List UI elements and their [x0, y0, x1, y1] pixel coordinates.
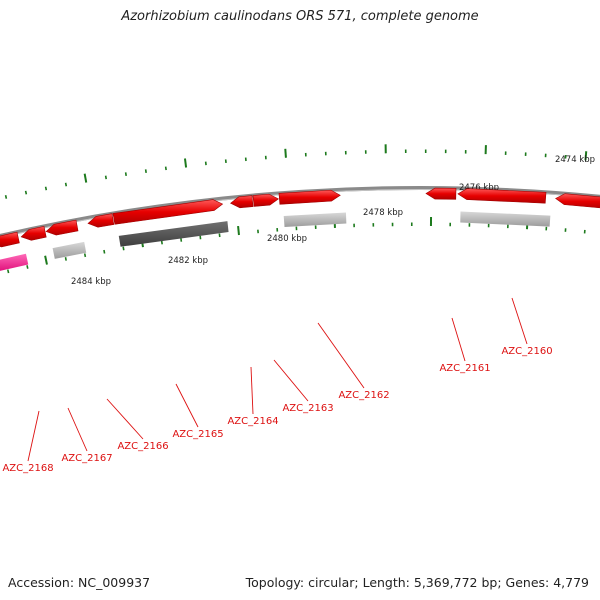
- genome-stats-text: Topology: circular; Length: 5,369,772 bp…: [245, 575, 589, 590]
- scale-label: 2474 kbp: [555, 155, 595, 165]
- scale-minor-tick: [64, 182, 68, 187]
- scale-label: 2482 kbp: [168, 256, 208, 266]
- homology-bar-light: [283, 212, 347, 228]
- homology-bar-dark: [118, 221, 229, 247]
- gene-AZC_2166-arrow[interactable]: [87, 213, 115, 228]
- gene-AZC_2165-label[interactable]: AZC_2165: [172, 429, 223, 440]
- gene-AZC_2160-arrow[interactable]: [457, 188, 547, 204]
- inner-scale-minor-tick: [122, 246, 125, 251]
- inner-scale-minor-tick: [64, 257, 67, 261]
- gene-AZC_2167-arrow[interactable]: [45, 219, 79, 236]
- inner-scale-minor-tick: [7, 269, 10, 274]
- gene-AZC_2168-label[interactable]: AZC_2168: [2, 463, 53, 474]
- gene-AZC_2167-leader-line: [67, 407, 88, 452]
- inner-scale-minor-tick: [103, 249, 106, 254]
- gene-AZC_2162-leader-line: [317, 322, 365, 389]
- scale-label: 2480 kbp: [267, 234, 307, 244]
- homology-bar-light: [52, 241, 87, 259]
- feature-bar-pink: [0, 253, 29, 271]
- gene-AZC_2168-leader-line: [27, 410, 40, 462]
- scale-major-tick: [284, 148, 287, 158]
- gene-AZC_2164-arrow[interactable]: [229, 195, 254, 209]
- scale-major-tick: [83, 173, 88, 183]
- scale-label: 2484 kbp: [71, 277, 111, 287]
- gene-AZC_2163-arrow[interactable]: [252, 193, 279, 207]
- scale-major-tick: [584, 151, 588, 161]
- gene-AZC_2162-label[interactable]: AZC_2162: [338, 390, 389, 401]
- gene-AZC_2167-label[interactable]: AZC_2167: [61, 453, 112, 464]
- scale-minor-tick: [24, 190, 28, 195]
- inner-scale-major-tick: [237, 225, 240, 236]
- scale-major-tick: [183, 158, 188, 168]
- gene-AZC_2160-leader-line: [511, 297, 528, 345]
- gene-AZC_2161-leader-line: [451, 317, 466, 362]
- gene-AZC_2166-label[interactable]: AZC_2166: [117, 441, 168, 452]
- gene-AZC_2163-label[interactable]: AZC_2163: [282, 403, 333, 414]
- scale-minor-tick: [4, 195, 8, 199]
- gene-AZC_2164-leader-line: [250, 366, 254, 415]
- inner-scale-major-tick: [44, 255, 48, 265]
- inner-scale-minor-tick: [26, 265, 29, 269]
- gene-AZC_2165-leader-line: [175, 383, 199, 428]
- inner-scale-minor-tick: [83, 253, 87, 258]
- gene-AZC_2161-label[interactable]: AZC_2161: [439, 363, 490, 374]
- scale-minor-tick: [144, 169, 147, 173]
- scale-minor-tick: [104, 175, 107, 180]
- gene-AZC_2161-arrow[interactable]: [425, 187, 457, 200]
- gene-AZC_2163-leader-line: [273, 359, 309, 402]
- gene-AZC_2164-label[interactable]: AZC_2164: [227, 416, 278, 427]
- gene-arrow[interactable]: [0, 231, 20, 248]
- scale-label: 2478 kbp: [363, 208, 403, 218]
- scale-label: 2476 kbp: [459, 183, 499, 193]
- scale-minor-tick: [124, 172, 127, 177]
- gene-AZC_2162-arrow[interactable]: [278, 189, 341, 205]
- gene-arrow[interactable]: [555, 193, 600, 209]
- scale-minor-tick: [44, 186, 48, 191]
- homology-bar-light: [460, 211, 551, 227]
- gene-AZC_2166-leader-line: [106, 398, 144, 440]
- gene-AZC_2168-arrow[interactable]: [20, 226, 47, 241]
- gene-AZC_2160-label[interactable]: AZC_2160: [501, 346, 552, 357]
- gene-AZC_2165-arrow[interactable]: [112, 199, 224, 225]
- accession-text: Accession: NC_009937: [8, 575, 151, 590]
- map-title: Azorhizobium caulinodans ORS 571, comple…: [121, 9, 479, 24]
